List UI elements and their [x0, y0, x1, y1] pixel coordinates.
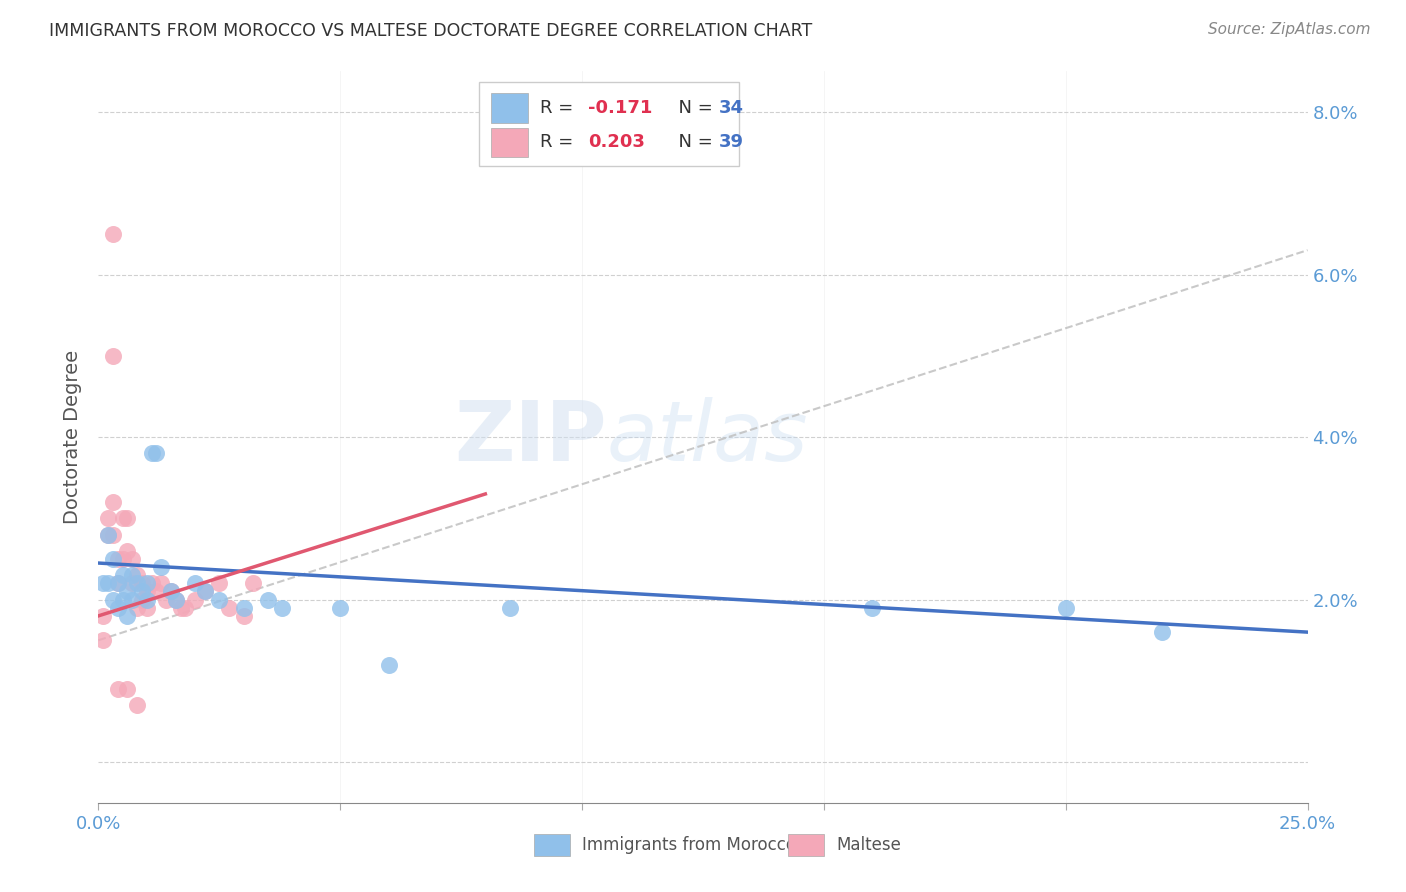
FancyBboxPatch shape — [492, 94, 527, 122]
Point — [111, 552, 134, 566]
Point — [165, 592, 187, 607]
Point — [127, 600, 149, 615]
Point — [135, 584, 157, 599]
Point — [194, 584, 217, 599]
Point — [329, 600, 352, 615]
Point — [111, 568, 134, 582]
Point — [145, 584, 167, 599]
FancyBboxPatch shape — [479, 82, 740, 167]
Point — [377, 657, 399, 672]
Point — [165, 592, 187, 607]
Point — [97, 576, 120, 591]
Point — [194, 584, 217, 599]
FancyBboxPatch shape — [492, 128, 527, 157]
Point — [101, 495, 124, 509]
Point — [150, 576, 173, 591]
Text: Maltese: Maltese — [837, 836, 901, 855]
Point — [141, 446, 163, 460]
Point — [860, 600, 883, 615]
Point — [218, 600, 240, 615]
Point — [169, 600, 191, 615]
Point — [184, 592, 207, 607]
Point — [117, 584, 139, 599]
Point — [121, 552, 143, 566]
Point — [117, 681, 139, 696]
Point — [131, 576, 153, 591]
Point — [107, 576, 129, 591]
Point — [135, 600, 157, 615]
Point — [101, 527, 124, 541]
Point — [121, 568, 143, 582]
Point — [97, 511, 120, 525]
Point — [135, 592, 157, 607]
Point — [91, 608, 114, 623]
Point — [101, 552, 124, 566]
Point — [1054, 600, 1077, 615]
Text: -0.171: -0.171 — [588, 99, 652, 117]
Point — [131, 584, 153, 599]
FancyBboxPatch shape — [787, 834, 824, 856]
Point — [97, 527, 120, 541]
Text: N =: N = — [666, 133, 718, 152]
Point — [131, 592, 153, 607]
Text: R =: R = — [540, 99, 579, 117]
Point — [107, 552, 129, 566]
Point — [101, 592, 124, 607]
Point — [91, 633, 114, 648]
FancyBboxPatch shape — [534, 834, 569, 856]
Text: ZIP: ZIP — [454, 397, 606, 477]
Point — [91, 576, 114, 591]
Point — [160, 584, 183, 599]
Point — [145, 446, 167, 460]
Point — [117, 511, 139, 525]
Point — [242, 576, 264, 591]
Point — [232, 608, 254, 623]
Point — [111, 592, 134, 607]
Text: N =: N = — [666, 99, 718, 117]
Point — [117, 544, 139, 558]
Text: atlas: atlas — [606, 397, 808, 477]
Point — [135, 576, 157, 591]
Point — [101, 349, 124, 363]
Point — [150, 560, 173, 574]
Point — [111, 511, 134, 525]
Point — [101, 227, 124, 241]
Point — [141, 576, 163, 591]
Text: Source: ZipAtlas.com: Source: ZipAtlas.com — [1208, 22, 1371, 37]
Point — [121, 576, 143, 591]
Point — [256, 592, 278, 607]
Point — [127, 568, 149, 582]
Point — [498, 600, 520, 615]
Point — [121, 592, 143, 607]
Text: 39: 39 — [718, 133, 744, 152]
Text: 0.203: 0.203 — [588, 133, 645, 152]
Point — [127, 576, 149, 591]
Point — [184, 576, 207, 591]
Point — [155, 592, 177, 607]
Text: IMMIGRANTS FROM MOROCCO VS MALTESE DOCTORATE DEGREE CORRELATION CHART: IMMIGRANTS FROM MOROCCO VS MALTESE DOCTO… — [49, 22, 813, 40]
Point — [208, 592, 231, 607]
Point — [232, 600, 254, 615]
Y-axis label: Doctorate Degree: Doctorate Degree — [63, 350, 82, 524]
Point — [107, 600, 129, 615]
Point — [1152, 625, 1174, 640]
Point — [107, 576, 129, 591]
Point — [117, 608, 139, 623]
Point — [97, 527, 120, 541]
Point — [174, 600, 197, 615]
Point — [127, 698, 149, 713]
Point — [107, 681, 129, 696]
Point — [271, 600, 294, 615]
Text: 34: 34 — [718, 99, 744, 117]
Point — [160, 584, 183, 599]
Text: R =: R = — [540, 133, 579, 152]
Text: Immigrants from Morocco: Immigrants from Morocco — [582, 836, 796, 855]
Point — [208, 576, 231, 591]
